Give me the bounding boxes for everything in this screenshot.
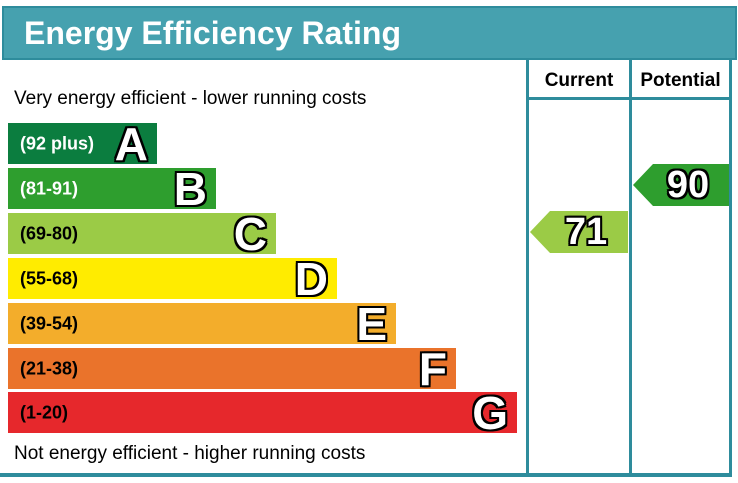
band-range-label: (21-38)	[20, 358, 79, 378]
potential-rating-arrow: 90	[633, 164, 729, 206]
band-range-label: (1-20)	[20, 402, 69, 422]
band-row-b: (81-91) B	[8, 162, 528, 215]
chart-bottom-border	[0, 473, 732, 477]
header-underline	[526, 97, 732, 100]
band-range-label: (55-68)	[20, 268, 79, 288]
band-letter: B	[173, 162, 207, 215]
band-letter: F	[418, 342, 447, 395]
band-range-label: (92 plus)	[20, 133, 95, 153]
band-bar-e: (39-54) E	[8, 297, 396, 350]
band-range-label: (69-80)	[20, 223, 79, 243]
band-letter: G	[472, 386, 508, 439]
band-letter: D	[294, 252, 328, 305]
band-range-label: (39-54)	[20, 313, 79, 333]
bottom-note: Not energy efficient - higher running co…	[14, 443, 366, 464]
band-row-e: (39-54) E	[8, 297, 528, 350]
column-divider-left	[526, 60, 529, 477]
band-letter: A	[114, 117, 148, 170]
band-row-f: (21-38) F	[8, 342, 528, 395]
band-row-g: (1-20) G	[8, 386, 528, 439]
column-divider-middle	[629, 60, 632, 477]
band-bar-c: (69-80) C	[8, 207, 276, 260]
column-header-potential: Potential	[640, 70, 721, 91]
top-note: Very energy efficient - lower running co…	[14, 88, 367, 109]
band-row-a: (92 plus) A	[8, 117, 528, 170]
page-title: Energy Efficiency Rating	[24, 14, 401, 51]
column-header-current: Current	[544, 70, 614, 91]
band-range-label: (81-91)	[20, 178, 79, 198]
band-bar-a: (92 plus) A	[8, 117, 157, 170]
band-bar-b: (81-91) B	[8, 162, 216, 215]
band-row-d: (55-68) D	[8, 252, 528, 305]
current-rating-arrow: 71	[530, 211, 628, 253]
band-bar-f: (21-38) F	[8, 342, 456, 395]
current-rating-value: 71	[564, 211, 608, 253]
band-bar-d: (55-68) D	[8, 252, 337, 305]
potential-rating-value: 90	[666, 164, 710, 206]
chart-right-border	[729, 60, 732, 477]
title-banner: Energy Efficiency Rating	[2, 6, 737, 60]
band-bar-g: (1-20) G	[8, 386, 517, 439]
band-row-c: (69-80) C	[8, 207, 528, 260]
band-letter: C	[233, 207, 267, 260]
band-letter: E	[356, 297, 387, 350]
